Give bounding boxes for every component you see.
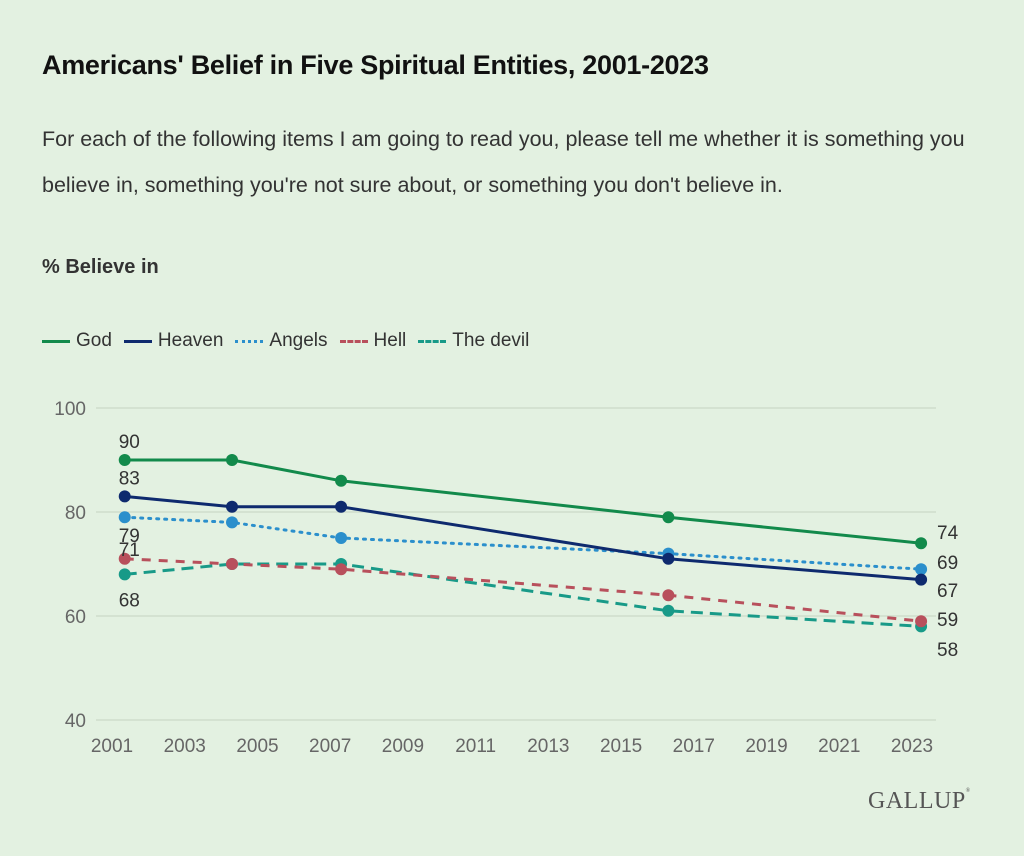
data-point-angels-2023: [915, 563, 928, 576]
data-label-angels-last: 69: [937, 553, 958, 574]
registered-mark: ®: [965, 788, 971, 794]
legend-label-heaven: Heaven: [157, 330, 224, 351]
data-point-god-2001: [118, 454, 131, 466]
brand-name: GALLUP: [868, 788, 966, 814]
data-label-angels-first: 79: [119, 526, 140, 547]
x-tick-label: 2005: [236, 736, 278, 757]
x-tick-label: 2021: [818, 736, 860, 757]
data-label-hell-last: 59: [937, 610, 958, 631]
legend-item-hell: Hell: [339, 330, 407, 352]
data-label-heaven-first: 83: [119, 468, 140, 489]
chart-title: Americans' Belief in Five Spiritual Enti…: [42, 50, 709, 80]
data-label-the-devil-last: 58: [937, 640, 958, 661]
series-line-the-devil: [124, 562, 922, 628]
legend-label-hell: Hell: [373, 330, 407, 351]
data-point-hell-2007: [335, 563, 348, 576]
series-line-hell: [124, 557, 922, 623]
data-label-god-last: 74: [937, 523, 959, 544]
series-line-god: [123, 458, 923, 545]
legend-item-angels: Angels: [235, 330, 328, 352]
data-point-heaven-2001: [118, 490, 131, 503]
x-tick-label: 2001: [91, 736, 133, 757]
data-point-god-2016: [662, 511, 675, 524]
data-point-angels-2001: [118, 511, 131, 524]
legend-swatch-hell: [339, 339, 368, 343]
legend-item-god: God: [42, 330, 112, 352]
legend: God Heaven Angels Hell The devil: [42, 330, 541, 352]
legend-label-the-devil: The devil: [452, 330, 530, 351]
data-point-hell-2004: [226, 558, 238, 570]
legend-swatch-angels: [235, 339, 264, 343]
x-tick-label: 2011: [455, 736, 496, 757]
x-tick-label: 2023: [891, 736, 933, 757]
data-point-heaven-2007: [335, 500, 348, 513]
legend-item-heaven: Heaven: [123, 330, 224, 352]
legend-swatch-the-devil: [418, 339, 447, 343]
legend-swatch-heaven: [123, 339, 152, 343]
series-line-heaven: [123, 494, 923, 582]
data-point-hell-2001: [118, 552, 131, 565]
data-point-angels-2007: [335, 532, 348, 544]
data-label-god-first: 90: [119, 432, 140, 453]
legend-item-the-devil: The devil: [418, 330, 529, 352]
data-point-the-devil-2016: [662, 604, 675, 617]
data-point-heaven-2004: [226, 500, 238, 513]
chart-subtitle: For each of the following items I am goi…: [42, 127, 965, 197]
data-point-god-2004: [226, 454, 238, 466]
x-tick-label: 2007: [309, 736, 351, 757]
data-point-god-2023: [915, 537, 928, 550]
data-point-angels-2004: [226, 516, 238, 529]
y-tick-label: 80: [65, 503, 86, 524]
gallup-logo: GALLUP®: [868, 788, 971, 815]
measure-label: % Believe in: [42, 256, 159, 278]
y-tick-label: 40: [65, 711, 86, 732]
x-tick-label: 2019: [745, 736, 787, 757]
legend-swatch-god: [42, 339, 70, 343]
y-tick-label: 60: [65, 607, 86, 628]
data-point-god-2007: [335, 474, 348, 487]
x-tick-label: 2017: [673, 736, 715, 757]
legend-label-god: God: [76, 330, 112, 351]
data-point-the-devil-2001: [118, 568, 131, 581]
data-point-hell-2023: [915, 615, 928, 628]
data-label-heaven-last: 67: [937, 581, 958, 602]
data-label-the-devil-first: 68: [119, 590, 140, 611]
data-label-hell-first: 71: [119, 540, 140, 561]
x-tick-label: 2003: [164, 736, 206, 757]
series-line-angels: [123, 515, 923, 571]
data-point-heaven-2016: [662, 552, 675, 565]
x-tick-label: 2015: [600, 736, 642, 757]
y-tick-label: 100: [54, 399, 86, 420]
x-tick-label: 2009: [382, 736, 424, 757]
legend-label-angels: Angels: [269, 330, 328, 351]
x-tick-label: 2013: [527, 736, 569, 757]
data-point-heaven-2023: [915, 573, 928, 586]
data-point-hell-2016: [662, 589, 675, 602]
